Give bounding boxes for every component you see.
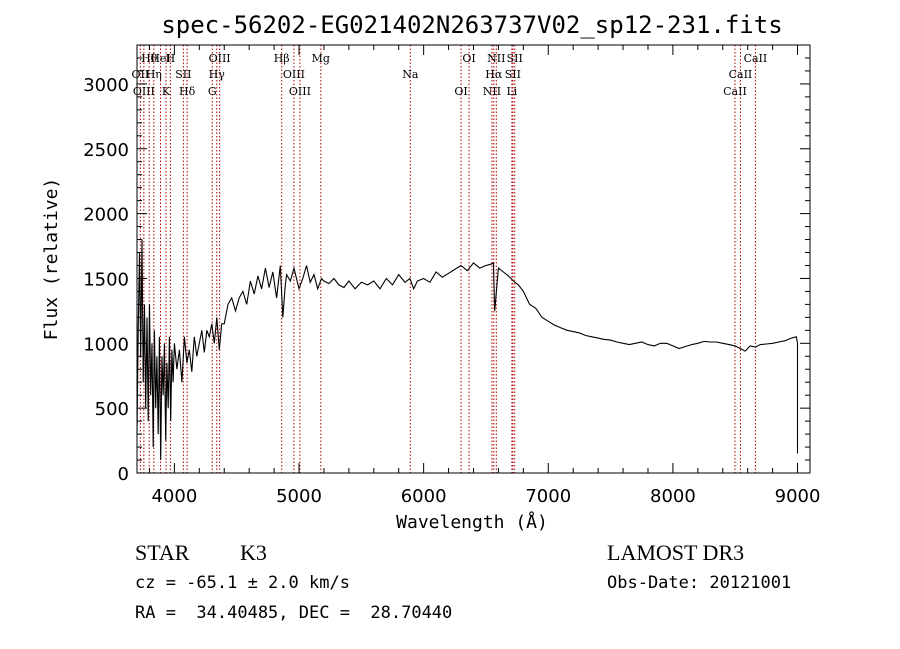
line-label: H [166,52,176,65]
line-label: OI [454,85,467,98]
y-tick-label: 2500 [83,140,129,161]
line-label: Na [402,68,419,81]
line-marker-group [139,45,756,473]
y-axis-label: Flux (relative) [41,178,62,341]
line-label: CaII [729,68,753,81]
line-label: OII [132,68,150,81]
y-tick-label: 500 [95,399,129,420]
line-label: K [162,85,171,98]
line-label: SII [175,68,191,81]
chart-title: spec-56202-EG021402N263737V02_sp12-231.f… [161,11,782,39]
obs-date: Obs-Date: 20121001 [607,573,792,593]
object-subclass: K3 [240,540,267,565]
line-label: OIII [289,85,311,98]
line-label: Hδ [179,85,196,98]
line-label: Mg [312,52,330,65]
y-tick-label: 1000 [83,334,129,355]
y-tick-label: 2000 [83,205,129,226]
y-tick-label: 3000 [83,75,129,96]
line-label: OIII [133,85,155,98]
object-class: STAR [135,540,190,565]
line-label: SII [505,68,521,81]
plot-frame [136,44,811,474]
x-tick-label: 4000 [151,486,197,507]
line-label: Hθ [141,52,158,65]
x-tick-label: 8000 [650,486,696,507]
x-tick-label: 6000 [401,486,447,507]
line-label: CaII [723,85,747,98]
x-axis: 4000 5000 6000 7000 8000 9000 [148,45,821,507]
x-axis-label: Wavelength (Å) [396,511,548,533]
line-label: Li [506,85,517,98]
line-label: Hη [146,68,162,81]
x-tick-label: 9000 [775,486,821,507]
line-label: G [208,85,217,98]
line-label: OIII [283,68,305,81]
line-label: OIII [209,52,231,65]
line-label: SII [507,52,523,65]
y-tick-label: 1500 [83,269,129,290]
spectrum-line [136,239,799,461]
line-label: HeI [150,52,170,65]
line-label: NII [487,52,505,65]
y-axis: 0 500 1000 1500 2000 2500 3000 [83,57,810,485]
line-label: Hγ [209,68,226,81]
coordinates: RA = 34.40485, DEC = 28.70440 [135,603,453,623]
y-tick-label: 0 [118,464,129,485]
line-label: CaII [744,52,768,65]
line-label: OI [462,52,475,65]
line-label-group: Hθ OII OIII HeI HηK H SII Hδ OIII Hγ G Hβ OIII OIII Mg… [132,52,768,98]
redshift-value: cz = -65.1 ± 2.0 km/s [135,573,350,593]
line-label: Hα [485,68,503,81]
x-tick-label: 5000 [276,486,322,507]
x-tick-label: 7000 [525,486,571,507]
survey-name: LAMOST DR3 [607,540,745,565]
line-label: NII [483,85,501,98]
line-label: Hβ [274,52,290,65]
